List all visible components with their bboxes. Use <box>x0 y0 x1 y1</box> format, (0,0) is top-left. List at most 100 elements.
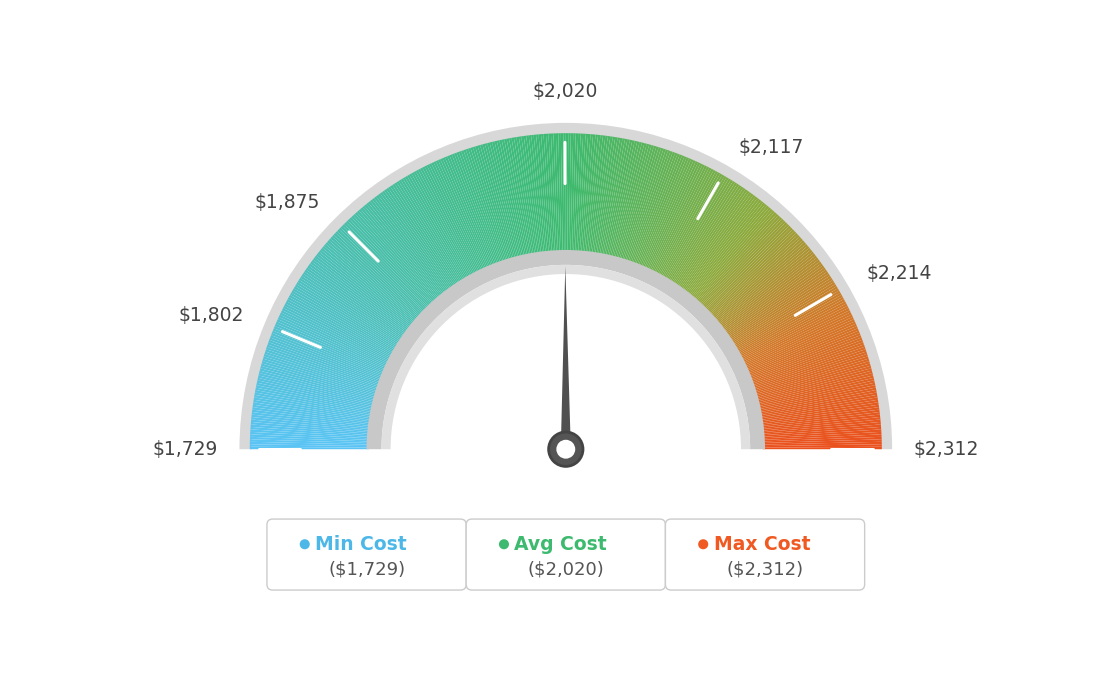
Wedge shape <box>513 137 535 255</box>
Wedge shape <box>703 222 787 309</box>
Wedge shape <box>459 151 500 264</box>
Wedge shape <box>646 160 696 270</box>
Wedge shape <box>615 143 647 259</box>
Wedge shape <box>723 259 820 332</box>
Wedge shape <box>407 175 468 279</box>
Wedge shape <box>691 206 769 299</box>
Wedge shape <box>742 308 850 362</box>
Wedge shape <box>421 168 477 275</box>
Wedge shape <box>265 349 379 388</box>
Wedge shape <box>434 161 485 270</box>
Wedge shape <box>344 222 428 309</box>
Wedge shape <box>690 204 767 297</box>
Wedge shape <box>749 333 860 378</box>
Wedge shape <box>258 375 374 405</box>
Wedge shape <box>752 347 866 387</box>
Wedge shape <box>726 268 826 337</box>
Wedge shape <box>652 166 707 273</box>
Wedge shape <box>620 146 657 261</box>
Wedge shape <box>301 274 402 341</box>
Wedge shape <box>277 319 386 370</box>
Wedge shape <box>658 170 715 276</box>
Wedge shape <box>386 188 455 287</box>
Wedge shape <box>763 437 882 443</box>
Wedge shape <box>306 268 405 337</box>
Wedge shape <box>699 215 781 304</box>
Polygon shape <box>561 266 571 449</box>
Wedge shape <box>726 266 825 336</box>
Wedge shape <box>758 385 875 411</box>
Wedge shape <box>595 137 615 255</box>
Wedge shape <box>279 315 388 367</box>
Wedge shape <box>592 136 611 254</box>
Wedge shape <box>517 137 537 255</box>
Wedge shape <box>290 293 395 353</box>
Wedge shape <box>410 173 469 278</box>
Wedge shape <box>549 134 556 253</box>
Wedge shape <box>668 179 731 282</box>
Wedge shape <box>756 366 871 399</box>
Wedge shape <box>563 133 566 253</box>
Wedge shape <box>449 155 495 266</box>
Wedge shape <box>756 368 872 400</box>
Wedge shape <box>750 337 862 381</box>
Wedge shape <box>531 135 545 253</box>
Wedge shape <box>598 137 620 255</box>
Wedge shape <box>734 286 838 349</box>
Wedge shape <box>623 146 659 261</box>
Wedge shape <box>255 393 372 415</box>
Wedge shape <box>284 304 391 359</box>
Wedge shape <box>578 134 588 253</box>
Wedge shape <box>762 415 880 429</box>
Wedge shape <box>753 351 867 390</box>
Wedge shape <box>736 290 840 352</box>
Wedge shape <box>278 317 386 368</box>
Wedge shape <box>423 166 478 274</box>
Wedge shape <box>480 144 513 259</box>
Wedge shape <box>274 326 384 374</box>
Wedge shape <box>694 210 775 302</box>
Wedge shape <box>672 184 740 284</box>
Wedge shape <box>470 147 508 262</box>
Wedge shape <box>482 144 516 259</box>
Text: Avg Cost: Avg Cost <box>514 535 607 554</box>
Wedge shape <box>300 276 401 342</box>
Wedge shape <box>269 337 382 381</box>
Wedge shape <box>302 272 403 339</box>
Wedge shape <box>624 147 661 262</box>
Wedge shape <box>264 354 378 391</box>
Wedge shape <box>252 415 370 429</box>
Wedge shape <box>319 250 413 326</box>
Wedge shape <box>752 344 864 386</box>
Wedge shape <box>612 142 643 258</box>
Wedge shape <box>576 134 585 253</box>
Wedge shape <box>309 264 406 335</box>
Wedge shape <box>353 214 434 304</box>
Wedge shape <box>760 393 877 415</box>
Wedge shape <box>539 134 551 253</box>
Wedge shape <box>255 390 372 414</box>
Wedge shape <box>633 152 676 264</box>
Wedge shape <box>553 133 560 253</box>
Wedge shape <box>440 158 489 268</box>
Wedge shape <box>762 417 880 431</box>
Wedge shape <box>369 201 444 295</box>
Circle shape <box>698 539 709 549</box>
Wedge shape <box>250 440 369 444</box>
Wedge shape <box>275 324 385 373</box>
Wedge shape <box>686 198 760 293</box>
Wedge shape <box>648 162 700 271</box>
Wedge shape <box>250 434 369 442</box>
Wedge shape <box>756 371 872 402</box>
Wedge shape <box>336 231 423 315</box>
Text: $1,729: $1,729 <box>152 440 217 459</box>
Wedge shape <box>556 133 561 253</box>
Wedge shape <box>743 313 852 366</box>
Wedge shape <box>736 293 841 353</box>
Wedge shape <box>670 181 735 283</box>
Wedge shape <box>329 238 420 319</box>
Wedge shape <box>305 270 404 339</box>
Wedge shape <box>680 192 752 290</box>
Wedge shape <box>614 143 645 259</box>
Wedge shape <box>728 270 827 339</box>
